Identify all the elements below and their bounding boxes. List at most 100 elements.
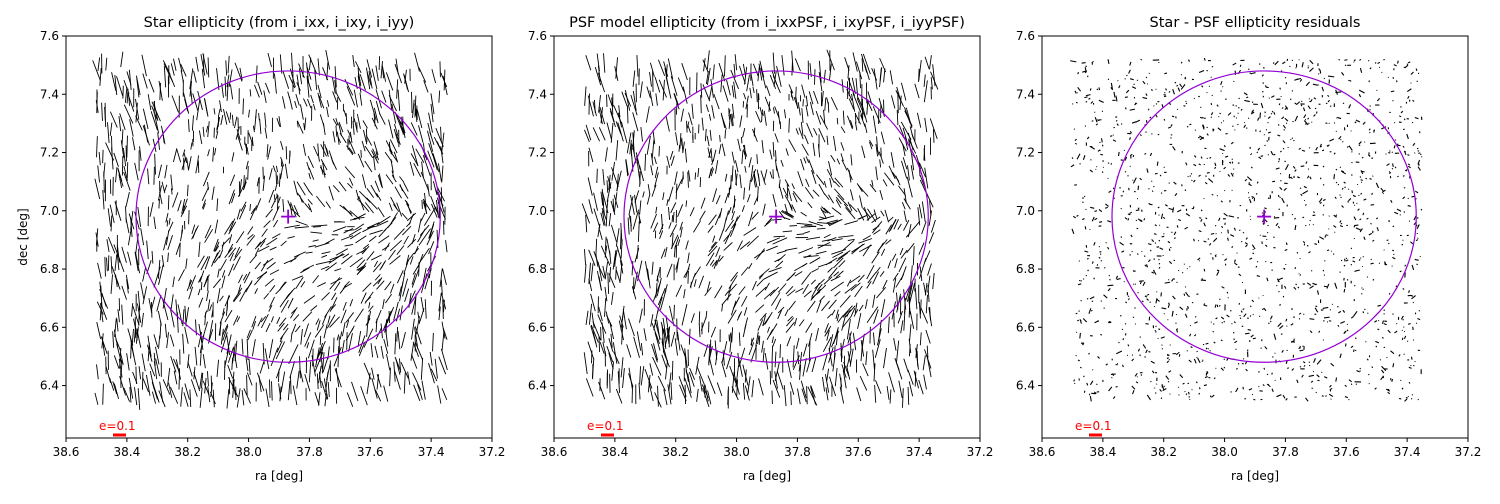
whisker (390, 284, 394, 294)
whisker (326, 202, 331, 209)
whisker (706, 253, 714, 266)
whisker (113, 331, 114, 347)
whisker (1347, 279, 1348, 280)
whisker (254, 85, 259, 98)
whisker (1272, 111, 1273, 112)
whisker (862, 58, 863, 71)
whisker (1135, 120, 1139, 122)
whisker (296, 221, 308, 225)
whisker (1076, 102, 1077, 103)
whisker (1344, 332, 1345, 333)
whisker (351, 382, 357, 401)
whisker (228, 56, 229, 73)
whisker (1308, 252, 1310, 253)
whisker (1244, 314, 1247, 317)
whisker (126, 192, 129, 207)
whisker (247, 147, 248, 155)
whisker (773, 107, 774, 113)
whisker (1261, 103, 1263, 108)
whisker (678, 239, 680, 245)
whisker (811, 268, 818, 272)
whisker (1129, 212, 1131, 213)
whisker (296, 277, 304, 288)
whisker (608, 273, 609, 294)
whisker (1305, 204, 1306, 205)
whisker (759, 378, 764, 395)
whisker (247, 375, 248, 395)
whisker (1402, 388, 1403, 390)
whisker (616, 267, 617, 280)
whisker (1418, 225, 1419, 226)
whisker (1283, 395, 1285, 398)
whisker (1348, 198, 1350, 200)
whisker (1146, 350, 1148, 353)
whisker (304, 323, 308, 337)
whisker (407, 201, 411, 214)
whisker (1353, 195, 1356, 196)
whisker (387, 307, 393, 323)
whisker (1249, 258, 1252, 259)
whisker (1297, 79, 1301, 80)
whisker (814, 128, 817, 135)
whisker (1181, 74, 1182, 75)
whisker (669, 373, 671, 391)
whisker (1184, 294, 1185, 296)
whisker (366, 128, 367, 142)
whisker (1220, 171, 1221, 172)
whisker (1408, 62, 1410, 63)
whisker (168, 253, 169, 262)
whisker (671, 382, 672, 399)
whisker (375, 181, 379, 192)
whisker (706, 105, 708, 112)
whisker (1239, 303, 1240, 304)
whisker (169, 383, 172, 398)
whisker (1117, 124, 1118, 126)
whisker (766, 246, 777, 251)
whisker (795, 288, 803, 292)
whisker (877, 287, 886, 298)
x-tick-label: 37.8 (296, 445, 323, 459)
whisker (1129, 70, 1131, 74)
whisker (890, 389, 891, 403)
whisker (1116, 351, 1122, 354)
whisker (1402, 338, 1403, 340)
panel-residuals: Star - PSF ellipticity residuals e=0.1 3… (1016, 15, 1481, 483)
whisker (1277, 285, 1278, 286)
whisker (1368, 374, 1369, 375)
whisker (1176, 353, 1178, 355)
whisker (1083, 155, 1085, 160)
whisker (1151, 381, 1152, 382)
whisker (127, 162, 128, 178)
whisker (1256, 266, 1257, 267)
whisker (142, 313, 144, 327)
whisker (1160, 389, 1162, 391)
whisker (1245, 179, 1247, 181)
whisker (264, 221, 271, 228)
whisker (1408, 206, 1411, 207)
whisker (1268, 117, 1270, 119)
whisker (1319, 237, 1323, 240)
whisker (1286, 319, 1287, 321)
whisker (1121, 236, 1122, 237)
whisker (827, 314, 831, 318)
whisker (1157, 162, 1158, 166)
whisker (798, 171, 803, 186)
whisker (208, 121, 210, 137)
whisker (769, 267, 782, 272)
whisker (1155, 225, 1157, 226)
whisker (702, 118, 703, 131)
whisker (1291, 139, 1292, 140)
whisker (378, 207, 384, 217)
whisker (789, 139, 796, 151)
whisker (262, 229, 268, 237)
whisker (1267, 278, 1268, 281)
whisker (1326, 395, 1327, 396)
whisker (735, 54, 737, 70)
whisker (1170, 247, 1171, 248)
whisker (1378, 62, 1380, 63)
whisker (254, 274, 263, 285)
whisker (115, 276, 120, 290)
whisker (676, 132, 678, 145)
whisker (611, 292, 613, 305)
panel-psf-ellipticity: PSF model ellipticity (from i_ixxPSF, i_… (528, 15, 993, 483)
